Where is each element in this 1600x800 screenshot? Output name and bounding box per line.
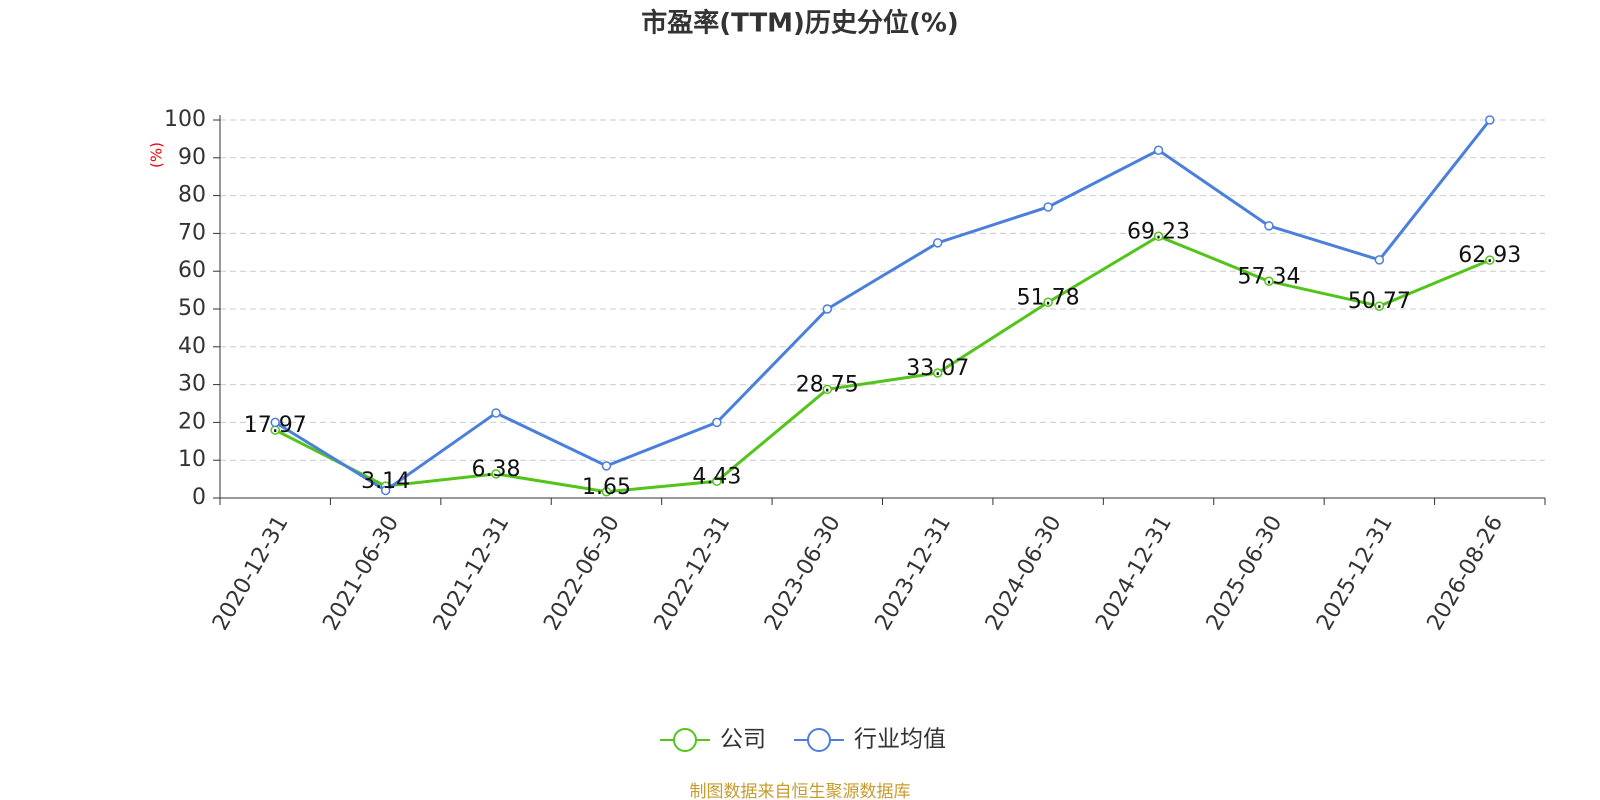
data-label: 69.23 <box>1127 219 1190 244</box>
data-point <box>1043 297 1053 308</box>
data-point <box>1153 145 1164 155</box>
x-tick-label: 2020-12-31 <box>208 512 294 635</box>
data-point <box>380 485 391 496</box>
data-label: 57.34 <box>1237 264 1300 289</box>
legend-label: 公司 <box>720 727 766 753</box>
y-tick-label: 60 <box>178 258 206 283</box>
x-tick-label: 2023-06-30 <box>760 512 846 635</box>
data-point <box>1153 231 1164 242</box>
legend-label: 行业均值 <box>854 727 946 753</box>
data-point <box>1043 202 1053 212</box>
data-label: 33.07 <box>906 356 969 381</box>
x-tick-label: 2024-06-30 <box>981 512 1067 635</box>
x-tick-label: 2025-06-30 <box>1202 512 1288 635</box>
data-point <box>1374 301 1385 311</box>
y-axis-label: (%) <box>148 142 166 168</box>
y-tick-label: 40 <box>178 334 206 359</box>
data-point <box>601 461 612 471</box>
y-tick-label: 10 <box>178 447 206 472</box>
data-point <box>1374 255 1385 265</box>
series-line <box>274 119 1491 493</box>
data-label: 17.97 <box>244 413 307 438</box>
x-tick-label: 2025-12-31 <box>1312 512 1398 635</box>
data-label: 28.75 <box>796 372 859 397</box>
data-point <box>1485 115 1495 125</box>
data-point <box>1485 255 1495 265</box>
x-tick-label: 2026-08-26 <box>1423 512 1509 635</box>
y-tick-label: 90 <box>178 145 206 170</box>
data-point <box>932 368 943 378</box>
data-label: 6.38 <box>472 457 521 482</box>
y-tick-label: 70 <box>178 220 206 245</box>
x-tick-label: 2024-12-31 <box>1091 512 1177 635</box>
data-point <box>712 476 722 487</box>
data-point <box>932 238 943 248</box>
data-point <box>601 487 612 497</box>
y-tick-label: 100 <box>164 107 206 132</box>
data-point <box>1264 276 1274 287</box>
data-point <box>1264 221 1274 231</box>
data-label: 3.14 <box>361 469 410 494</box>
data-label: 1.65 <box>582 475 631 500</box>
data-point <box>491 408 501 418</box>
y-tick-label: 50 <box>178 296 206 321</box>
x-tick-label: 2022-12-31 <box>650 512 736 635</box>
x-tick-label: 2021-06-30 <box>318 512 404 635</box>
y-tick-label: 20 <box>178 409 206 434</box>
data-point <box>491 469 501 479</box>
data-point <box>270 417 280 428</box>
source-note: 制图数据来自恒生聚源数据库 <box>690 782 911 800</box>
data-label: 4.43 <box>692 464 741 489</box>
data-point <box>712 417 722 428</box>
data-point <box>822 304 833 314</box>
x-tick-label: 2022-06-30 <box>539 512 625 635</box>
data-label: 51.78 <box>1017 285 1080 310</box>
chart-title: 市盈率(TTM)历史分位(%) <box>641 8 959 39</box>
legend-marker <box>807 728 831 752</box>
data-label: 62.93 <box>1458 243 1521 268</box>
legend-marker <box>673 728 697 752</box>
data-point <box>822 384 833 395</box>
y-tick-label: 30 <box>178 372 206 397</box>
y-tick-label: 0 <box>192 485 206 510</box>
data-label: 50.77 <box>1348 289 1411 314</box>
series-line <box>274 234 1491 494</box>
y-tick-label: 80 <box>178 183 206 208</box>
x-tick-label: 2023-12-31 <box>871 512 957 635</box>
x-tick-label: 2021-12-31 <box>429 512 515 635</box>
